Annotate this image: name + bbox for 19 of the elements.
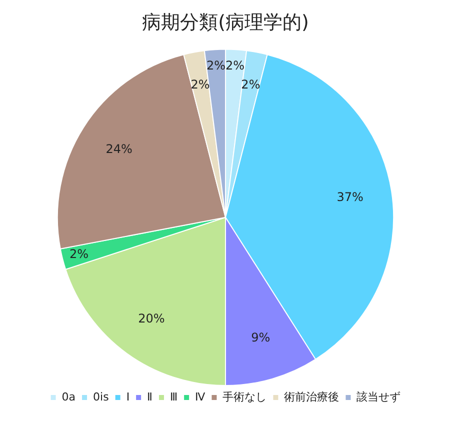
legend-label: Ⅲ — [170, 390, 178, 404]
data-label: 37% — [336, 190, 364, 204]
data-label: 2% — [190, 77, 210, 92]
legend-label: 0a — [62, 390, 76, 404]
legend-label: Ⅱ — [147, 390, 152, 404]
data-label: 20% — [138, 312, 165, 326]
legend-label: Ⅳ — [195, 390, 206, 404]
legend-label: 0is — [93, 390, 110, 404]
data-label: 2% — [69, 247, 88, 262]
data-label: 9% — [251, 330, 270, 345]
data-label: 2% — [206, 58, 226, 73]
legend-label: 該当せず — [356, 390, 401, 404]
legend-label: 手術なし — [222, 390, 267, 404]
legend-label: Ⅰ — [126, 390, 130, 404]
data-label: 24% — [106, 142, 132, 156]
data-label: 2% — [241, 77, 260, 92]
data-label: 2% — [225, 58, 245, 73]
legend-label: 術前治療後 — [284, 390, 340, 404]
chart-title: 病期分類(病理学的) — [142, 11, 309, 34]
